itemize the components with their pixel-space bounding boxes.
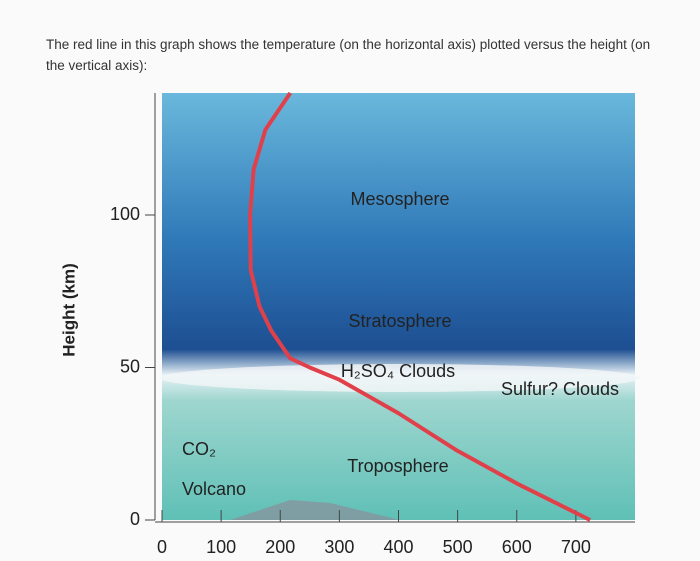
annotation: Stratosphere bbox=[348, 311, 451, 331]
annotation: Mesosphere bbox=[350, 189, 449, 209]
annotation: H₂SO₄ Clouds bbox=[341, 361, 455, 381]
volcano-shape bbox=[230, 500, 400, 520]
x-tick-label: 300 bbox=[324, 537, 354, 557]
x-tick-label: 100 bbox=[206, 537, 236, 557]
annotation: Volcano bbox=[182, 479, 246, 499]
y-axis-label: Height (km) bbox=[59, 263, 78, 357]
annotation: Sulfur? Clouds bbox=[501, 379, 619, 399]
x-tick-label: 200 bbox=[265, 537, 295, 557]
intro-text: The red line in this graph shows the tem… bbox=[46, 37, 651, 73]
x-tick-label: 500 bbox=[443, 537, 473, 557]
y-tick-label: 50 bbox=[120, 356, 140, 376]
y-tick-label: 0 bbox=[130, 509, 140, 529]
annotation: CO₂ bbox=[182, 439, 216, 459]
background bbox=[162, 93, 635, 520]
x-tick-label: 400 bbox=[383, 537, 413, 557]
x-tick-label: 600 bbox=[502, 537, 532, 557]
annotation: Troposphere bbox=[347, 456, 448, 476]
x-tick-label: 0 bbox=[157, 537, 167, 557]
temperature-line bbox=[248, 91, 591, 522]
cloud-band bbox=[160, 364, 640, 392]
y-tick-label: 100 bbox=[110, 204, 140, 224]
x-tick-label: 700 bbox=[561, 537, 591, 557]
